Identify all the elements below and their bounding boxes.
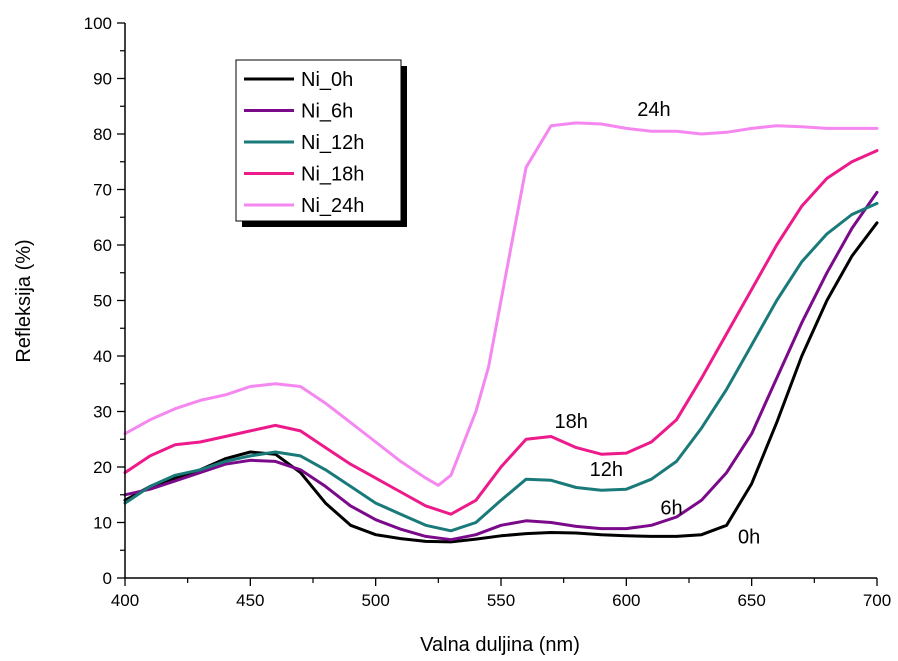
annotation-18h: 18h <box>554 411 587 433</box>
annotations-group: 24h 18h 12h 6h 0h <box>554 99 760 548</box>
y-axis-label: Refleksija (%) <box>13 239 35 362</box>
y-tick-label: 60 <box>93 236 112 255</box>
legend-label: Ni_6h <box>301 101 353 123</box>
x-tick-label: 500 <box>361 591 389 610</box>
x-tick-label: 550 <box>487 591 515 610</box>
annotation-6h: 6h <box>660 498 682 520</box>
x-tick-label: 600 <box>612 591 640 610</box>
series-line-ni-0h <box>123 221 879 544</box>
y-tick-label: 70 <box>93 181 112 200</box>
x-tick-label: 650 <box>737 591 765 610</box>
series-lines-group <box>123 121 879 544</box>
series-line-ni-24h <box>123 121 879 487</box>
x-tick-label: 450 <box>236 591 264 610</box>
y-tick-label: 50 <box>93 292 112 311</box>
legend-label: Ni_18h <box>301 164 364 186</box>
annotation-12h: 12h <box>590 459 623 481</box>
legend-label: Ni_0h <box>301 69 353 91</box>
x-tick-label: 400 <box>111 591 139 610</box>
annotation-0h: 0h <box>738 526 760 548</box>
y-tick-label: 40 <box>93 347 112 366</box>
y-tick-label: 30 <box>93 403 112 422</box>
x-tick-label: 700 <box>863 591 891 610</box>
legend: Ni_0h Ni_6h Ni_12h Ni_18h Ni_24h <box>235 59 407 227</box>
y-tick-label: 0 <box>103 569 112 588</box>
series-line-ni-18h <box>123 149 879 516</box>
legend-label: Ni_12h <box>301 132 364 154</box>
x-axis-label: Valna duljina (nm) <box>420 634 580 656</box>
y-tick-label: 10 <box>93 514 112 533</box>
legend-label: Ni_24h <box>301 195 364 217</box>
y-tick-label: 100 <box>84 14 112 33</box>
series-line-ni-6h <box>123 190 879 542</box>
axes-group: 400 450 500 550 600 650 700 0 10 20 30 40 50 60 70 80 90… <box>84 14 892 610</box>
y-tick-label: 80 <box>93 125 112 144</box>
series-line-ni-12h <box>123 201 879 533</box>
annotation-24h: 24h <box>637 99 670 121</box>
y-tick-label: 20 <box>93 458 112 477</box>
y-tick-label: 90 <box>93 70 112 89</box>
